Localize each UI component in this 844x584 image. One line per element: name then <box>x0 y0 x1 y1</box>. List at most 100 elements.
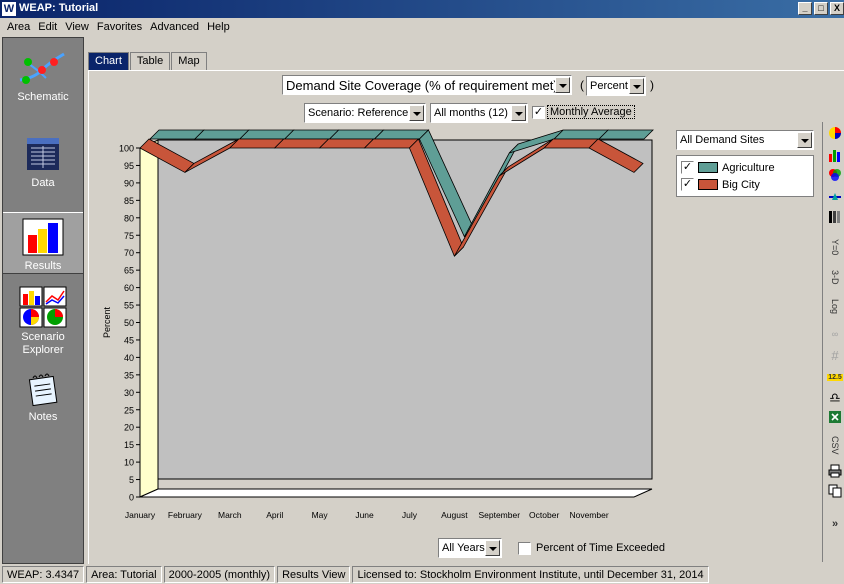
sidebar-item-label: Schematic <box>17 91 69 103</box>
copy-icon[interactable] <box>825 484 844 504</box>
maximize-button[interactable]: □ <box>814 2 828 15</box>
x-tick-label: February <box>168 510 203 520</box>
more-tools-button[interactable]: » <box>831 518 839 530</box>
y-tick-label: 60 <box>124 283 134 293</box>
status-bar: WEAP: 3.4347 Area: Tutorial 2000-2005 (m… <box>0 566 844 584</box>
print-icon[interactable] <box>825 464 844 484</box>
menu-view[interactable]: View <box>65 21 89 33</box>
demand-coverage-chart: 0 5 10 15 20 25 30 35 40 45 50 55 60 65 70 75 80 85 90 95 10… <box>102 129 654 520</box>
chevron-down-icon <box>485 540 500 556</box>
chart-toolbar: Y=0 3-D Log ∞ # 12.5 ♎ CSV » <box>822 122 844 562</box>
x-tick-label: May <box>312 510 329 520</box>
3d-button[interactable]: 3-D <box>830 269 840 285</box>
variable-select-value: Demand Site Coverage (% of requirement m… <box>286 78 558 93</box>
y-tick-label: 95 <box>124 161 134 171</box>
x-tick-label: August <box>441 510 468 520</box>
menu-area[interactable]: Area <box>7 21 31 33</box>
results-content <box>88 70 844 564</box>
window-title: WEAP: Tutorial <box>19 2 99 14</box>
csv-button[interactable]: CSV <box>830 435 840 455</box>
unit-paren-open: ( <box>580 78 584 92</box>
antenna-icon[interactable]: ♎ <box>829 390 841 405</box>
x-tick-label: April <box>266 510 283 520</box>
x-tick-label: September <box>478 510 520 520</box>
y-tick-label: 30 <box>124 388 134 398</box>
color-icon[interactable] <box>825 168 844 188</box>
y-zero-button[interactable]: Y=0 <box>830 238 840 256</box>
y-axis-label: Percent <box>102 306 112 338</box>
close-button[interactable]: X <box>830 2 844 15</box>
y-tick-label: 65 <box>124 266 134 276</box>
pie-chart-icon[interactable] <box>825 126 844 146</box>
legend-entry-big-city[interactable]: ✓ Big City <box>681 178 760 191</box>
status-view: Results View <box>277 566 351 583</box>
legend-checkbox[interactable]: ✓ <box>681 161 694 174</box>
y-tick-label: 20 <box>124 423 134 433</box>
chevron-down-icon <box>629 78 644 94</box>
agriculture-ribbon-segment <box>598 129 654 140</box>
x-tick-label: June <box>355 510 374 520</box>
scenario-explorer-icon <box>19 286 67 328</box>
menu-advanced[interactable]: Advanced <box>150 21 200 33</box>
sidebar-item-data[interactable]: Data <box>3 134 83 189</box>
stack-icon[interactable] <box>825 210 844 230</box>
number-format-button[interactable]: 12.5 <box>827 374 843 381</box>
scenario-select[interactable]: Scenario: Reference <box>304 103 426 123</box>
menu-favorites[interactable]: Favorites <box>96 21 143 33</box>
percent-exceeded-checkbox[interactable] <box>518 542 531 555</box>
view-bar: Schematic Data Results <box>2 37 84 564</box>
x-tick-label: March <box>218 510 242 520</box>
y-tick-label: 50 <box>124 318 134 328</box>
result-tabs: Chart Table Map <box>88 52 208 70</box>
data-icon <box>27 138 59 170</box>
status-license: Licensed to: Stockholm Environment Insti… <box>352 566 709 583</box>
tab-table[interactable]: Table <box>129 52 171 70</box>
sidebar-item-scenario-explorer[interactable]: Scenario Explorer <box>3 286 83 357</box>
log-scale-button[interactable]: Log <box>830 299 840 315</box>
y-tick-label: 0 <box>129 493 134 503</box>
y-tick-label: 5 <box>129 475 134 485</box>
monthly-average-checkbox[interactable]: ✓ <box>532 106 545 119</box>
tab-chart[interactable]: Chart <box>88 52 129 70</box>
sidebar-item-results[interactable]: Results <box>3 212 83 274</box>
bar-chart-icon[interactable] <box>825 148 844 168</box>
y-tick-label: 15 <box>124 440 134 450</box>
y-tick-label: 45 <box>124 335 134 345</box>
tab-map[interactable]: Map <box>171 52 207 70</box>
sidebar-item-label: Notes <box>28 411 58 423</box>
sidebar-item-notes[interactable]: Notes <box>3 372 83 423</box>
x-tick-label: January <box>125 510 156 520</box>
menu-help[interactable]: Help <box>207 21 230 33</box>
monthly-average-label: Monthly Average <box>547 105 635 119</box>
variable-select[interactable]: Demand Site Coverage (% of requirement m… <box>282 75 572 95</box>
months-select[interactable]: All months (12) <box>430 103 528 123</box>
x-tick-label: November <box>569 510 608 520</box>
status-period: 2000-2005 (monthly) <box>163 566 276 583</box>
chart-legend: ✓ Agriculture ✓ Big City <box>676 155 814 197</box>
unit-select[interactable]: Percent <box>586 76 646 96</box>
results-icon <box>22 218 64 256</box>
grid-icon[interactable]: # <box>831 348 839 363</box>
y-tick-label: 55 <box>124 301 134 311</box>
menu-edit[interactable]: Edit <box>38 21 58 33</box>
y-tick-label: 10 <box>124 458 134 468</box>
x-tick-label: October <box>529 510 559 520</box>
menu-bar: Area Edit View Favorites Advanced Help <box>0 18 844 36</box>
y-tick-label: 40 <box>124 353 134 363</box>
legend-entry-agriculture[interactable]: ✓ Agriculture <box>681 161 775 174</box>
chart-floor <box>139 488 653 498</box>
big-city-ribbon-segment <box>588 138 644 173</box>
excel-icon[interactable] <box>825 410 844 430</box>
legend-checkbox[interactable]: ✓ <box>681 178 694 191</box>
sidebar-item-label: Data <box>31 177 55 189</box>
sidebar-item-schematic[interactable]: Schematic <box>3 48 83 103</box>
y-tick-label: 25 <box>124 405 134 415</box>
years-select[interactable]: All Years <box>438 538 502 558</box>
line-chart-icon[interactable] <box>825 188 844 208</box>
demand-sites-select[interactable]: All Demand Sites <box>676 130 814 150</box>
chart-side-wall <box>139 139 159 498</box>
minimize-button[interactable]: _ <box>798 2 812 15</box>
legend-swatch <box>698 162 718 173</box>
y-tick-label: 85 <box>124 196 134 206</box>
link-icon[interactable]: ∞ <box>831 329 839 339</box>
